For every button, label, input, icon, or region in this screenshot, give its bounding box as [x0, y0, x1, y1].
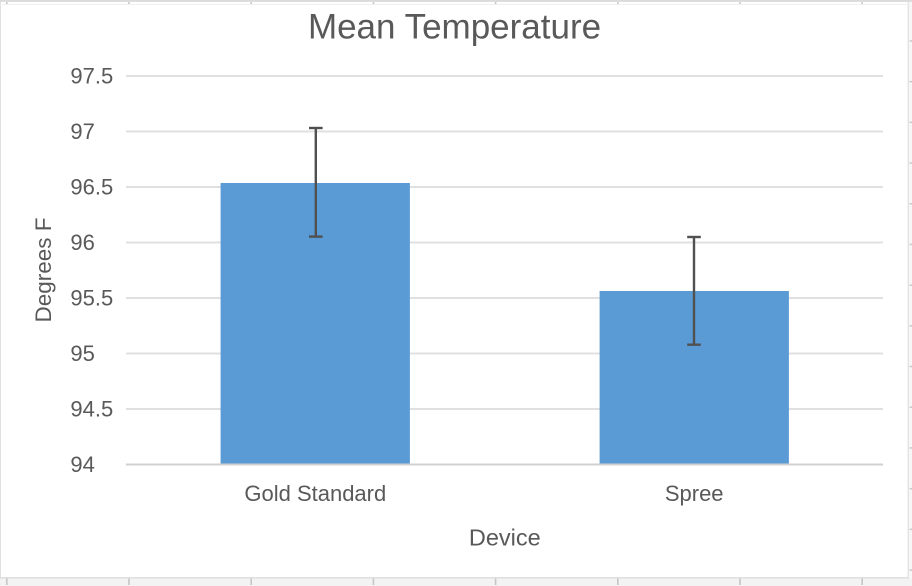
- svg-text:96.5: 96.5: [70, 175, 113, 200]
- svg-text:97.5: 97.5: [70, 64, 113, 89]
- svg-text:94: 94: [70, 452, 94, 477]
- svg-text:Gold Standard: Gold Standard: [244, 481, 386, 506]
- svg-text:Spree: Spree: [665, 481, 724, 506]
- svg-text:96: 96: [70, 230, 94, 255]
- svg-text:94.5: 94.5: [70, 397, 113, 422]
- svg-text:Device: Device: [469, 525, 541, 551]
- svg-text:95.5: 95.5: [70, 286, 113, 311]
- svg-text:Degrees F: Degrees F: [31, 217, 56, 322]
- svg-text:Mean Temperature: Mean Temperature: [308, 8, 601, 47]
- svg-text:97: 97: [70, 119, 94, 144]
- svg-text:95: 95: [70, 341, 94, 366]
